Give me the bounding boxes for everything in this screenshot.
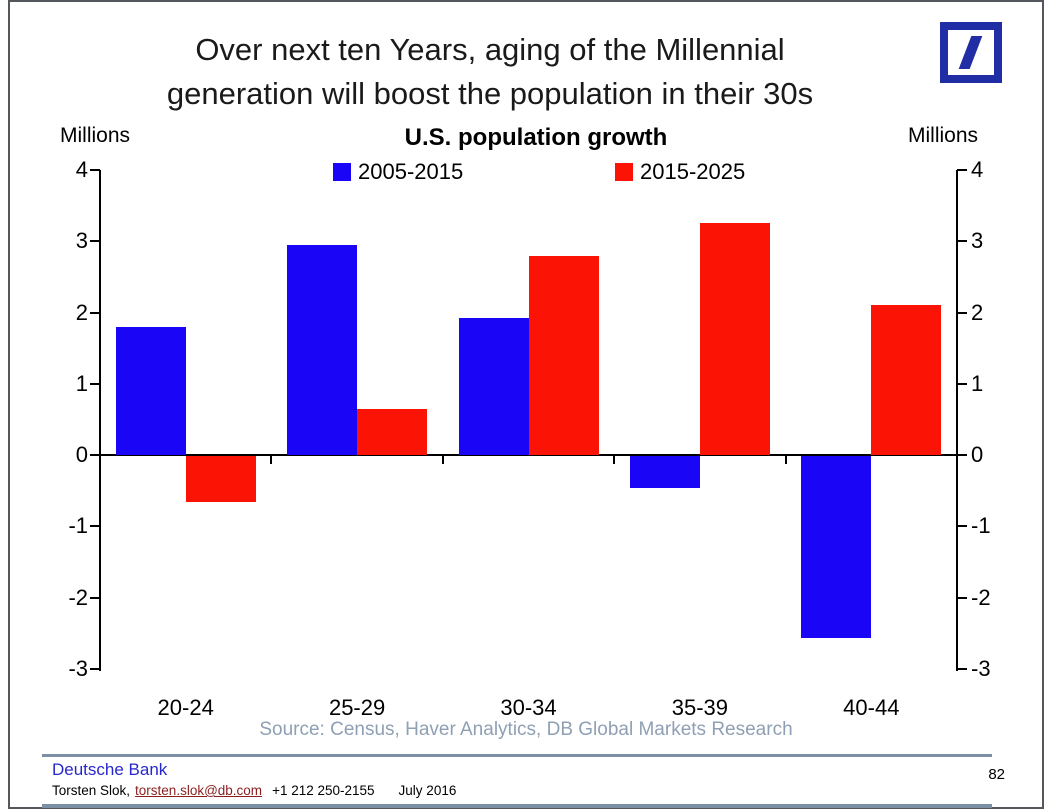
- y-tick-label-right: -3: [971, 656, 991, 681]
- chart-title-line2: generation will boost the population in …: [166, 76, 814, 111]
- legend-item-2005-2015: 2005-2015: [333, 159, 463, 185]
- bar-series0-35-39: [629, 456, 700, 489]
- y-axis-unit-right: Millions: [908, 124, 979, 147]
- chart-subtitle: U.S. population growth: [404, 124, 668, 151]
- x-boundary-tick: [441, 456, 444, 465]
- bar-series1-25-29: [357, 408, 428, 456]
- y-tick-right: [957, 311, 967, 314]
- y-tick-left: [90, 668, 100, 670]
- x-axis-zero-line: [99, 454, 958, 457]
- x-category-label: 20-24: [157, 695, 214, 720]
- y-tick-right: [957, 169, 967, 171]
- y-tick-label-right: 3: [971, 228, 984, 254]
- bar-series0-40-44: [801, 456, 872, 638]
- y-tick-label-left: 2: [75, 299, 88, 325]
- y-tick-right: [957, 240, 967, 243]
- y-tick-left: [90, 525, 100, 528]
- y-tick-left: [90, 311, 100, 314]
- chart-title: Over next ten Years, aging of the Millen…: [95, 28, 885, 116]
- x-category-label: 40-44: [843, 695, 900, 720]
- legend-item-2015-2025: 2015-2025: [615, 159, 745, 185]
- y-tick-label-right: 1: [971, 370, 984, 396]
- bar-series0-30-34: [458, 318, 529, 456]
- y-tick-label-left: -2: [68, 584, 88, 610]
- y-tick-left: [90, 169, 100, 171]
- email-link[interactable]: torsten.slok@db.com: [135, 783, 263, 798]
- bar-series1-20-24: [185, 456, 256, 503]
- y-tick-label-right: 2: [971, 299, 984, 325]
- contact-phone: +1 212 250-2155: [272, 783, 375, 798]
- y-tick-left: [90, 382, 100, 385]
- legend-label: 2015-2025: [640, 159, 746, 184]
- y-tick-right: [957, 668, 967, 670]
- y-tick-label-left: -3: [68, 656, 88, 681]
- bar-series1-40-44: [871, 305, 942, 456]
- x-category-label: 30-34: [500, 695, 557, 720]
- y-tick-label-left: 3: [75, 228, 88, 254]
- x-boundary-tick: [784, 456, 787, 465]
- y-tick-label-left: 1: [75, 370, 88, 396]
- y-tick-left: [90, 596, 100, 599]
- bar-series1-35-39: [699, 223, 770, 456]
- y-tick-right: [957, 525, 967, 528]
- y-tick-label-right: -1: [971, 513, 991, 539]
- contact-name: Torsten Slok,: [52, 783, 131, 798]
- legend-swatch-red: [615, 163, 633, 181]
- y-tick-right: [957, 596, 967, 599]
- legend-swatch-blue: [333, 163, 351, 181]
- chart-title-line1: Over next ten Years, aging of the Millen…: [195, 32, 785, 67]
- y-tick-left: [90, 240, 100, 243]
- footer-date: July 2016: [398, 783, 457, 798]
- y-tick-left: [90, 454, 100, 457]
- x-boundary-tick: [613, 456, 616, 465]
- footer-contact-line: Torsten Slok, torsten.slok@db.com +1 212 2…: [52, 783, 456, 798]
- source-note: Source: Census, Haver Analytics, DB Glob…: [259, 719, 793, 740]
- y-tick-label-left: -1: [68, 513, 88, 539]
- legend-label: 2005-2015: [358, 159, 464, 184]
- y-tick-label-right: -2: [971, 584, 991, 610]
- y-axis-left: [99, 170, 101, 671]
- x-boundary-tick: [270, 456, 273, 465]
- y-tick-label-left: 4: [75, 157, 88, 182]
- y-tick-right: [957, 454, 967, 457]
- bar-series1-30-34: [528, 255, 599, 456]
- footer-divider-top: [42, 754, 992, 757]
- x-category-label: 35-39: [671, 695, 729, 720]
- footer-org-name: Deutsche Bank: [52, 760, 168, 779]
- bar-series0-25-29: [287, 244, 358, 456]
- y-tick-label-left: 0: [75, 442, 88, 468]
- x-category-label: 25-29: [328, 695, 386, 720]
- bar-series0-20-24: [115, 326, 186, 456]
- footer-divider-bottom: [42, 804, 992, 808]
- logo-inner-square: [948, 30, 994, 75]
- y-axis-right: [956, 170, 958, 671]
- y-tick-label-right: 4: [971, 157, 984, 182]
- page-number: 82: [988, 766, 1005, 783]
- y-axis-unit-left: Millions: [60, 124, 131, 147]
- deutsche-bank-logo-icon: [940, 22, 1002, 83]
- y-tick-right: [957, 382, 967, 385]
- y-tick-label-right: 0: [971, 442, 984, 468]
